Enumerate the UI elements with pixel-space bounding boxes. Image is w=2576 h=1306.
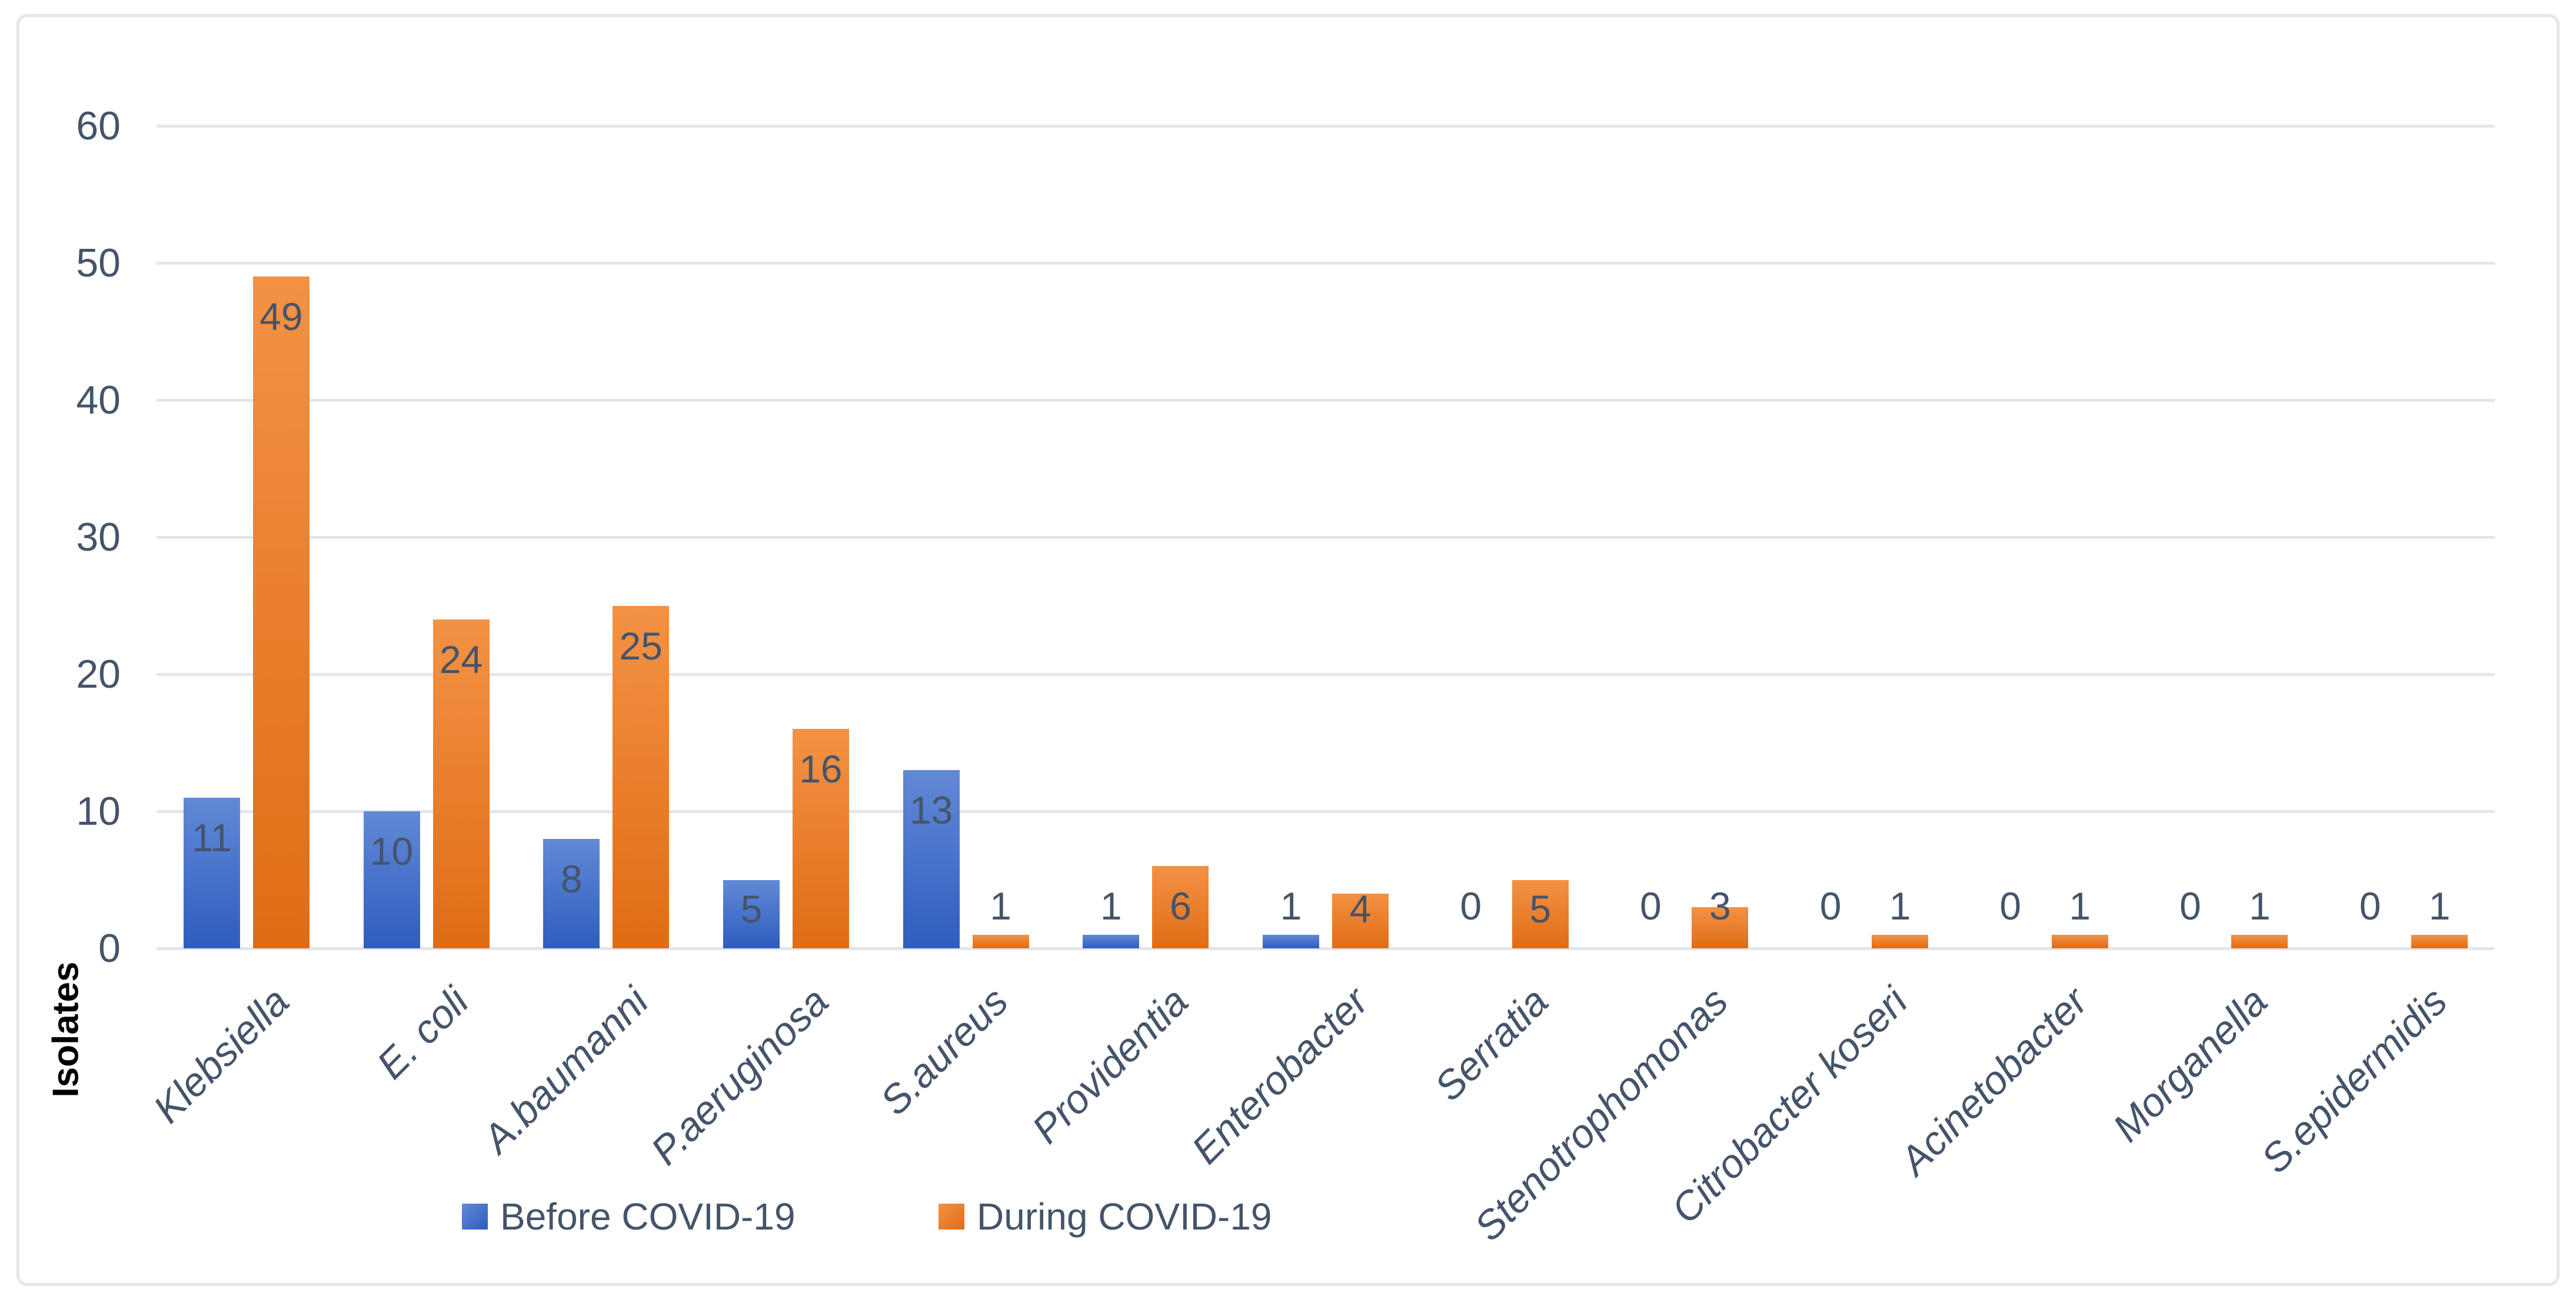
bar-during-6 [1332,893,1389,948]
bar-during-4 [972,934,1029,948]
bar-during-8 [1692,907,1749,948]
bar-value-label-during-8: 3 [1709,884,1731,928]
bar-value-label-before-11: 0 [2179,884,2201,928]
bar-during-3 [792,729,849,948]
bar-value-label-before-1: 10 [370,829,414,873]
bar-value-label-during-4: 1 [990,884,1011,928]
y-tick-label-50: 50 [76,241,121,285]
legend-item-during-covid: During COVID-19 [938,1198,1272,1235]
bar-value-label-during-9: 1 [1889,884,1911,928]
bar-value-label-before-3: 5 [740,887,763,931]
bar-value-label-before-9: 0 [1819,884,1842,928]
bar-before-2 [543,838,600,948]
bar-value-label-during-12: 1 [2428,884,2451,928]
bar-during-9 [1872,934,1929,948]
legend-swatch-during-covid-icon [938,1204,964,1230]
y-tick-label-40: 40 [76,378,121,422]
bar-value-label-before-4: 13 [909,788,953,832]
bar-during-1 [432,619,490,948]
bar-value-label-during-3: 16 [799,747,843,791]
bar-value-label-during-11: 1 [2249,884,2271,928]
y-tick-label-0: 0 [98,926,121,971]
bar-value-label-before-0: 11 [191,815,232,859]
bar-value-label-during-10: 1 [2069,884,2091,928]
legend-item-before-covid: Before COVID-19 [462,1198,796,1235]
gridline-50 [157,262,2495,265]
bar-value-label-during-1: 24 [439,637,483,681]
bar-value-label-before-12: 0 [2359,884,2381,928]
legend-label-during-covid: During COVID-19 [977,1195,1272,1238]
legend-label-before-covid: Before COVID-19 [500,1195,796,1238]
bar-value-label-before-6: 1 [1280,884,1302,928]
bar-during-10 [2051,934,2108,948]
bar-before-5 [1083,934,1140,948]
bar-during-12 [2411,934,2468,948]
bar-value-label-during-0: 49 [259,295,303,339]
bar-during-5 [1152,866,1209,948]
bar-value-label-before-10: 0 [1999,884,2022,928]
y-tick-label-20: 20 [76,652,121,697]
bar-during-2 [613,605,670,948]
y-axis-title: Isolates [45,961,86,1098]
bar-before-4 [903,770,960,948]
gridline-60 [157,125,2495,128]
y-tick-label-10: 10 [76,789,121,834]
bar-value-label-during-6: 4 [1349,887,1372,931]
y-tick-label-30: 30 [76,515,121,559]
bar-before-0 [183,797,240,948]
bar-value-label-before-7: 0 [1460,884,1482,928]
legend-swatch-before-covid-icon [462,1204,488,1230]
bar-value-label-during-7: 5 [1529,887,1552,931]
gridline-0 [157,947,2495,950]
bar-before-1 [363,811,420,948]
gridline-10 [157,810,2495,813]
bar-value-label-before-2: 8 [560,857,583,901]
bar-before-6 [1263,934,1319,948]
bar-value-label-before-5: 1 [1100,884,1122,928]
bar-during-11 [2231,934,2288,948]
bar-value-label-during-2: 25 [619,624,663,668]
y-tick-label-60: 60 [76,104,121,148]
bar-value-label-during-5: 6 [1169,884,1192,928]
bar-before-3 [723,879,780,948]
gridline-40 [157,399,2495,402]
gridline-30 [157,536,2495,539]
bar-during-7 [1512,879,1569,948]
bar-value-label-before-8: 0 [1640,884,1662,928]
gridline-20 [157,673,2495,676]
bar-during-0 [252,276,309,948]
